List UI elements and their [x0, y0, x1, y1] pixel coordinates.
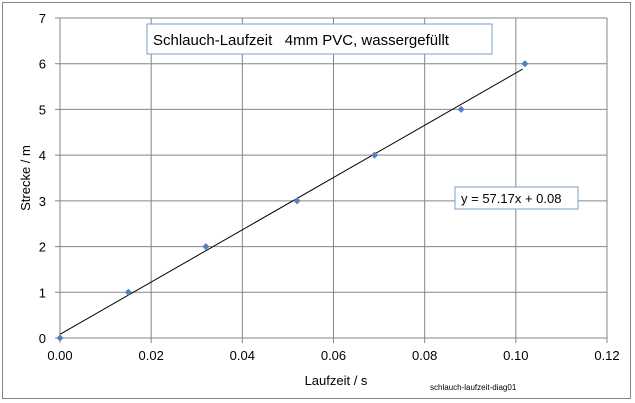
tick-labels: 0.00 0.02 0.04 0.06 0.08 0.10 0.12 0 1 2 3 4 5 6 7	[39, 11, 620, 363]
chart-area	[2, 2, 631, 399]
x-tick-label: 0.02	[139, 348, 164, 363]
equation-box: y = 57.17x + 0.08	[454, 186, 579, 210]
x-tick-label: 0.12	[594, 348, 619, 363]
y-tick-label: 7	[39, 11, 46, 26]
title-box: Schlauch-Laufzeit 4mm PVC, wassergefüllt	[146, 23, 493, 55]
data-point	[293, 197, 301, 205]
y-tick-label: 5	[39, 102, 46, 117]
trendline-group	[59, 68, 523, 335]
x-tick-label: 0.08	[412, 348, 437, 363]
data-points	[56, 60, 529, 342]
chart-title: Schlauch-Laufzeit 4mm PVC, wassergefüllt	[153, 32, 450, 49]
x-tick-label: 0.00	[47, 348, 72, 363]
y-tick-label: 2	[39, 240, 46, 255]
y-tick-label: 3	[39, 194, 46, 209]
y-tick-label: 1	[39, 285, 46, 300]
data-point	[457, 105, 465, 113]
footnote: schlauch-laufzeit-diag01	[430, 383, 517, 392]
x-tick-label: 0.10	[503, 348, 528, 363]
data-point	[371, 151, 379, 159]
y-tick-label: 4	[39, 148, 46, 163]
y-axis-label: Strecke / m	[18, 145, 33, 211]
x-tick-label: 0.04	[230, 348, 255, 363]
x-tick-label: 0.06	[321, 348, 346, 363]
data-point	[521, 60, 529, 68]
data-point	[202, 243, 210, 251]
data-point	[124, 288, 132, 296]
axes	[55, 17, 608, 343]
x-axis-label: Laufzeit / s	[305, 373, 368, 388]
y-tick-label: 0	[39, 331, 46, 346]
trendline	[59, 68, 523, 335]
trendline-equation: y = 57.17x + 0.08	[461, 191, 561, 206]
data-point	[56, 334, 64, 342]
y-tick-label: 6	[39, 57, 46, 72]
